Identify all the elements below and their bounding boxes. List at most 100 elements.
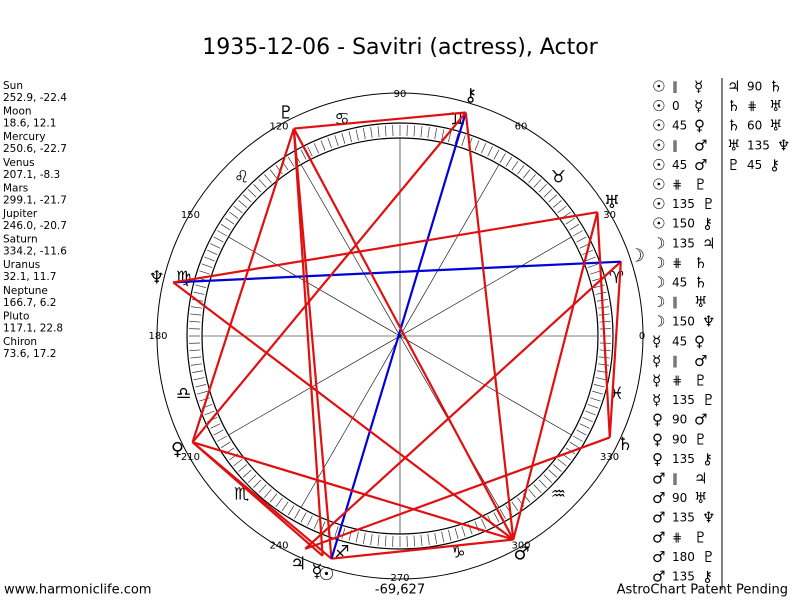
degree-tick [552,464,562,472]
aspect-line [464,112,515,540]
aspect-planet: ♃ [727,78,740,96]
aspect-planet: ♂ [694,156,707,174]
aspect-planet: ♅ [727,136,740,154]
aspect-planet: ☉ [652,78,665,96]
planet-coords: 299.1, -21.7 [3,194,67,206]
degree-tick [269,169,278,179]
aspect-line [191,441,324,557]
degree-tick [363,128,366,140]
degree-tick [499,153,506,163]
degree-tick [253,479,262,489]
aspect-planet: ☿ [652,332,661,350]
degree-label: 180 [148,331,167,342]
aspect-type: 90 [672,491,687,505]
degree-tick [264,488,272,498]
degree-tick [585,410,596,416]
aspect-type: 60 [747,119,762,133]
degree-tick [579,423,590,429]
degree-tick [565,217,576,225]
degree-tick [233,205,243,214]
degree-tick [413,535,416,547]
hatch-outer [186,122,614,550]
planet-coords: 207.1, -8.3 [3,169,60,181]
degree-tick [569,223,580,231]
planet-coords: 166.7, 6.2 [3,297,56,309]
degree-tick [341,133,346,144]
aspect-type: 45 [672,158,687,172]
degree-tick [233,458,243,467]
zodiac-sign: ♐ [334,542,349,562]
aspect-planet: ♆ [777,136,790,154]
degree-tick [199,397,210,402]
aspect-type: ⋕ [747,99,757,113]
planet-name: Venus [3,157,35,169]
aspect-planet: ♃ [702,234,715,252]
degree-tick [593,384,605,388]
degree-tick [281,501,289,512]
aspect-planet: ♇ [727,156,740,174]
planet-name: Sun [3,80,23,92]
aspect-planet: ☉ [652,97,665,115]
aspect-planet: ⚷ [702,215,713,233]
aspect-planet: ♀ [694,332,705,350]
degree-tick [204,256,215,262]
aspect-planet: ♀ [694,117,705,135]
aspect-type: 135 [672,236,695,250]
site-url: www.harmoniclife.com [4,583,151,598]
degree-tick [573,435,583,442]
degree-tick [511,501,519,512]
aspect-planet: ☿ [652,352,661,370]
degree-tick [590,270,601,275]
degree-tick [427,127,430,138]
aspect-line [293,111,466,130]
aspect-planet: ♄ [727,117,740,135]
degree-tick [370,534,373,545]
degree-tick [533,484,542,494]
planet-coords: 334.2, -11.6 [3,246,67,258]
planet-name: Uranus [3,259,40,271]
zodiac-sign: ♎ [176,384,191,404]
aspect-line [331,538,514,560]
planet-glyph: ♂ [514,543,530,564]
degree-tick [363,532,366,544]
aspect-planet: ♇ [694,372,707,390]
aspect-type: 135 [672,393,695,407]
degree-tick [511,160,519,171]
aspect-planet: ☽ [652,313,665,331]
degree-tick [220,223,231,231]
degree-tick [598,363,609,366]
aspect-line [330,112,467,560]
degree-tick [599,320,611,323]
aspect-planet: ♇ [694,430,707,448]
degree-tick [377,534,380,546]
planet-name: Jupiter [2,208,38,220]
aspect-type: 135 [747,138,770,152]
aspect-type: ⋕ [672,530,682,544]
degree-tick [355,129,359,141]
degree-label: 120 [269,121,288,132]
degree-tick [434,532,437,544]
aspect-type: ∥ [672,80,678,94]
zodiac-sign: ♑ [450,542,465,562]
degree-tick [197,390,208,395]
aspect-type: ⋕ [672,256,682,270]
aspect-planet: ☉ [652,176,665,194]
degree-tick [334,135,339,146]
planet-glyph: ♄ [617,434,633,455]
planet-glyph: ♇ [278,102,294,123]
degree-label: 270 [390,573,409,584]
degree-tick [505,156,513,167]
aspect-planet: ♄ [694,274,707,292]
aspect-type: 150 [672,315,695,329]
aspect-line [173,211,598,284]
degree-tick [533,178,542,188]
aspect-planet: ♂ [652,528,665,546]
aspect-planet: ♂ [694,352,707,370]
aspect-planet: ♂ [652,509,665,527]
planet-coords: 250.6, -22.7 [3,143,67,155]
aspect-planet: ☽ [652,254,665,272]
zodiac-sign: ♋ [334,110,349,130]
planet-name: Mars [3,182,28,194]
degree-tick [487,146,493,157]
planet-glyph: ♆ [149,267,165,288]
